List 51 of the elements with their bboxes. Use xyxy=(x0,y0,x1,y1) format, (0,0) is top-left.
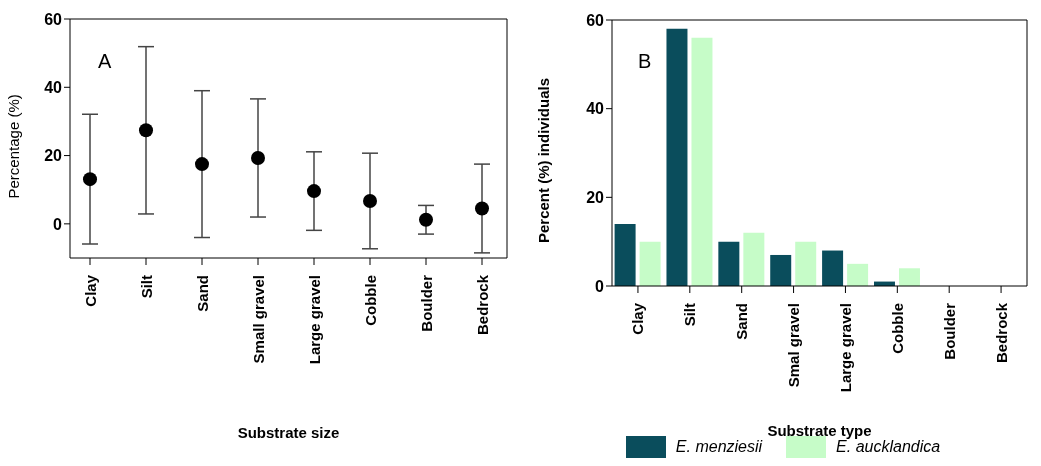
x-tick-label: Small gravel xyxy=(249,275,267,364)
bar xyxy=(847,263,869,286)
bar xyxy=(614,223,636,286)
legend-label: E. menziesii xyxy=(675,438,763,456)
y-tick-label: 60 xyxy=(44,10,63,28)
y-tick-label: 0 xyxy=(595,277,605,295)
x-tick-label: Silt xyxy=(681,303,699,327)
x-axis-title: Substrate size xyxy=(237,424,340,441)
y-tick-label: 40 xyxy=(44,78,63,96)
x-tick-label: Silt xyxy=(137,275,155,299)
x-tick-label: Boulder xyxy=(417,274,435,332)
point xyxy=(251,150,265,165)
y-tick-label: 0 xyxy=(53,215,63,233)
x-tick-label: Bedrock xyxy=(473,274,491,336)
y-tick-label: 40 xyxy=(586,100,605,118)
point xyxy=(307,184,321,199)
y-tick-label: 60 xyxy=(586,11,605,29)
bar xyxy=(666,28,688,286)
y-tick-label: 20 xyxy=(586,189,605,207)
y-axis-title: Percentage (%) xyxy=(5,94,23,199)
bar xyxy=(743,232,765,286)
bar xyxy=(822,250,844,286)
bar xyxy=(691,37,713,286)
bar xyxy=(639,241,661,286)
y-axis-title: Percent (%) individuals xyxy=(535,77,553,243)
x-tick-label: Smal gravel xyxy=(785,303,803,388)
bar xyxy=(718,241,740,286)
x-tick-label: Large gravel xyxy=(836,303,854,393)
x-tick-label: Cobble xyxy=(888,303,906,354)
text: B xyxy=(638,50,652,73)
text: A xyxy=(98,50,112,73)
x-tick-label: Sand xyxy=(733,303,751,340)
point xyxy=(139,123,153,138)
bar xyxy=(898,268,920,286)
y-tick-label: 20 xyxy=(44,147,63,165)
x-tick-label: Cobble xyxy=(361,275,379,326)
point xyxy=(83,172,97,187)
bar xyxy=(795,241,817,286)
x-tick-label: Clay xyxy=(629,302,647,335)
point xyxy=(195,157,209,172)
legend-label: E. aucklandica xyxy=(836,438,941,456)
point xyxy=(475,201,489,216)
x-axis-title: Substrate type xyxy=(767,422,872,439)
bar xyxy=(770,254,792,286)
point xyxy=(363,193,377,208)
x-tick-label: Bedrock xyxy=(992,302,1010,364)
x-tick-label: Boulder xyxy=(940,302,958,360)
point xyxy=(419,212,433,227)
x-tick-label: Large gravel xyxy=(305,275,323,365)
x-tick-label: Clay xyxy=(81,274,99,307)
x-tick-label: Sand xyxy=(193,275,211,312)
